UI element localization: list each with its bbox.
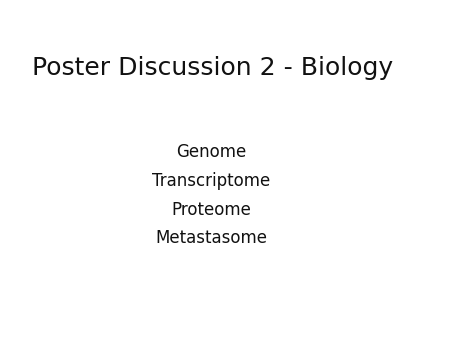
Text: Genome: Genome: [176, 143, 247, 161]
Text: Proteome: Proteome: [171, 200, 252, 219]
Text: Poster Discussion 2 - Biology: Poster Discussion 2 - Biology: [32, 55, 392, 80]
Text: Transcriptome: Transcriptome: [153, 172, 270, 190]
Text: Metastasome: Metastasome: [156, 229, 267, 247]
